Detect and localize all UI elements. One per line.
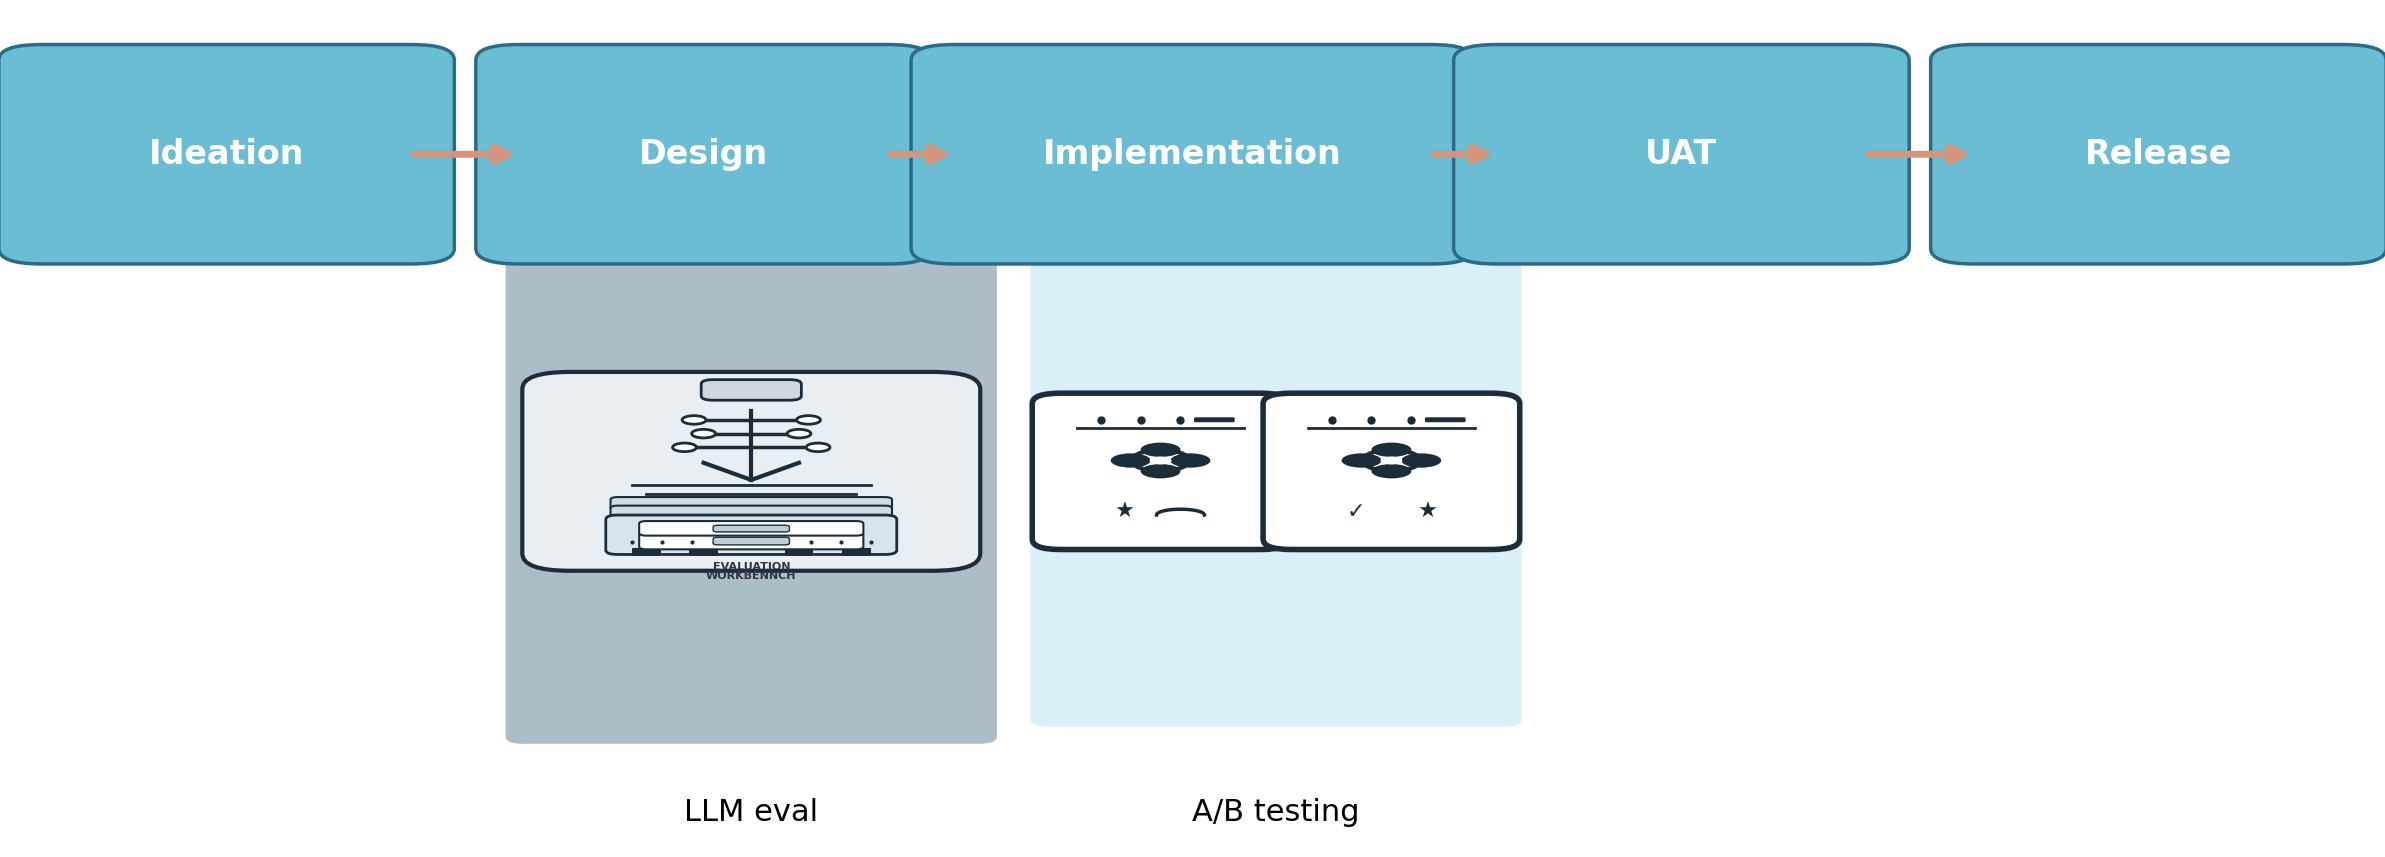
FancyBboxPatch shape — [911, 45, 1474, 264]
FancyBboxPatch shape — [701, 380, 801, 400]
FancyBboxPatch shape — [1264, 393, 1519, 549]
FancyBboxPatch shape — [1030, 250, 1522, 727]
Circle shape — [1150, 457, 1171, 464]
FancyBboxPatch shape — [1033, 393, 1288, 549]
Text: Implementation: Implementation — [1042, 138, 1343, 171]
FancyBboxPatch shape — [1452, 45, 1908, 264]
Circle shape — [797, 416, 820, 424]
Text: WORKBENNCH: WORKBENNCH — [706, 571, 797, 581]
FancyBboxPatch shape — [713, 525, 789, 532]
Circle shape — [1111, 453, 1150, 468]
Circle shape — [1343, 453, 1381, 468]
Text: EVALUATION: EVALUATION — [713, 562, 789, 572]
Circle shape — [1140, 442, 1181, 457]
FancyBboxPatch shape — [0, 45, 453, 264]
Text: Design: Design — [639, 138, 768, 171]
Circle shape — [787, 429, 811, 438]
FancyBboxPatch shape — [689, 548, 718, 556]
FancyBboxPatch shape — [522, 372, 980, 571]
FancyBboxPatch shape — [611, 506, 892, 519]
Text: A/B testing: A/B testing — [1192, 798, 1359, 827]
FancyBboxPatch shape — [611, 497, 892, 511]
FancyBboxPatch shape — [639, 532, 863, 549]
Circle shape — [1171, 453, 1209, 468]
Circle shape — [1140, 464, 1181, 478]
Text: Release: Release — [2084, 138, 2232, 171]
Text: ✓: ✓ — [1345, 502, 1364, 522]
FancyBboxPatch shape — [842, 548, 871, 556]
Circle shape — [1381, 457, 1402, 464]
FancyBboxPatch shape — [506, 250, 997, 744]
Text: Ideation: Ideation — [148, 138, 305, 171]
Circle shape — [806, 443, 830, 452]
Text: LLM eval: LLM eval — [684, 798, 818, 827]
FancyBboxPatch shape — [1424, 417, 1464, 423]
FancyBboxPatch shape — [1932, 45, 2385, 264]
FancyBboxPatch shape — [1195, 417, 1235, 423]
FancyBboxPatch shape — [713, 537, 789, 545]
Text: ★: ★ — [1114, 502, 1135, 522]
Circle shape — [1371, 464, 1412, 478]
Circle shape — [692, 429, 716, 438]
Circle shape — [1371, 442, 1412, 457]
FancyBboxPatch shape — [475, 45, 930, 264]
Text: UAT: UAT — [1646, 138, 1717, 171]
Text: ★: ★ — [1417, 502, 1438, 522]
FancyBboxPatch shape — [639, 521, 863, 536]
FancyBboxPatch shape — [785, 548, 813, 556]
Circle shape — [673, 443, 696, 452]
Circle shape — [1402, 453, 1441, 468]
Circle shape — [682, 416, 706, 424]
FancyBboxPatch shape — [606, 515, 897, 554]
FancyBboxPatch shape — [632, 548, 661, 556]
